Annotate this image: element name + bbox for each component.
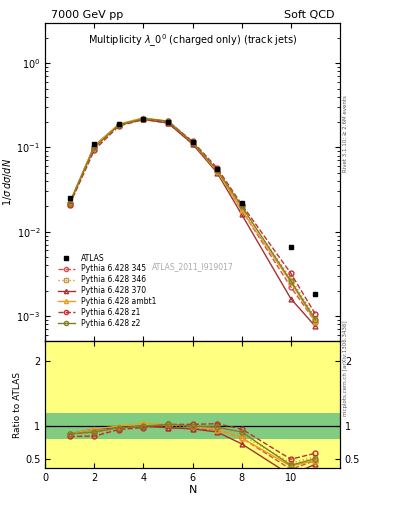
- Text: Multiplicity $\lambda\_0^0$ (charged only) (track jets): Multiplicity $\lambda\_0^0$ (charged onl…: [88, 33, 298, 49]
- Y-axis label: $1/\sigma\,d\sigma/dN$: $1/\sigma\,d\sigma/dN$: [0, 158, 14, 206]
- Text: Soft QCD: Soft QCD: [284, 10, 334, 20]
- Y-axis label: Ratio to ATLAS: Ratio to ATLAS: [13, 372, 22, 438]
- Text: Rivet 3.1.10; ≥ 2.6M events: Rivet 3.1.10; ≥ 2.6M events: [343, 95, 348, 172]
- Text: mcplots.cern.ch [arXiv:1306.3436]: mcplots.cern.ch [arXiv:1306.3436]: [343, 321, 348, 416]
- Text: 7000 GeV pp: 7000 GeV pp: [51, 10, 123, 20]
- Text: ATLAS_2011_I919017: ATLAS_2011_I919017: [152, 262, 233, 271]
- Legend: ATLAS, Pythia 6.428 345, Pythia 6.428 346, Pythia 6.428 370, Pythia 6.428 ambt1,: ATLAS, Pythia 6.428 345, Pythia 6.428 34…: [55, 250, 159, 331]
- X-axis label: N: N: [188, 485, 197, 495]
